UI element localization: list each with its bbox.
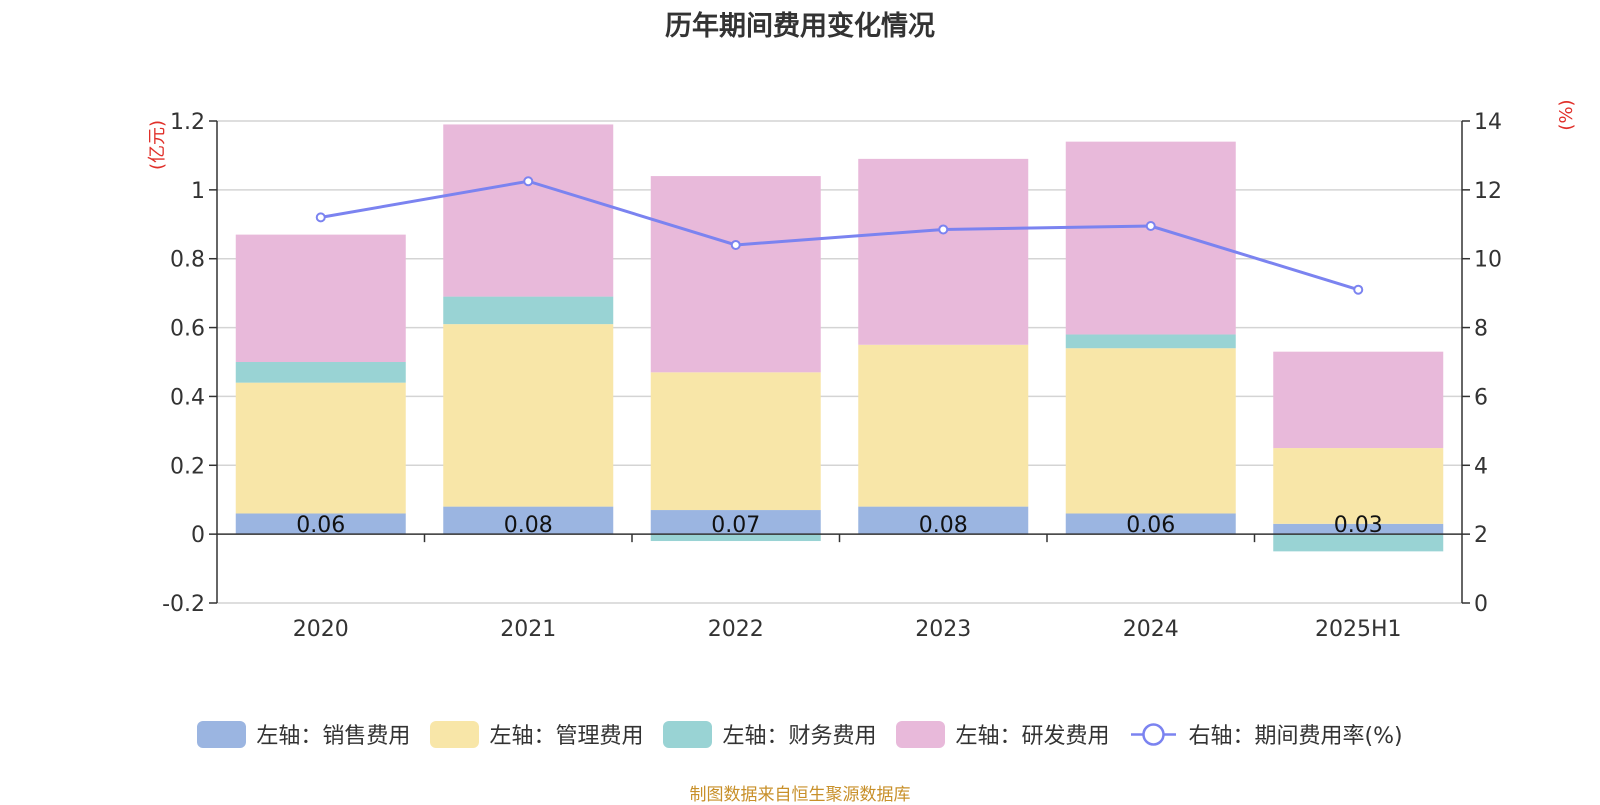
bar-2-2023 (858, 344, 1029, 507)
data-label: 0.08 (919, 513, 968, 538)
bar-4-2024 (1065, 141, 1236, 335)
legend-item[interactable]: 左轴：财务费用 (663, 718, 876, 750)
right-axis-tick-label: 4 (1474, 454, 1488, 479)
legend-item[interactable]: 左轴：管理费用 (430, 718, 643, 750)
legend-line-marker-icon (1129, 721, 1178, 748)
left-axis-tick-label: 0.6 (170, 317, 205, 342)
bar-1-2024 (1065, 513, 1236, 535)
x-axis-tick-label: 2023 (915, 617, 971, 642)
bar-3-2025H1 (1273, 534, 1444, 552)
legend-label: 左轴：销售费用 (256, 724, 411, 749)
legend-label: 左轴：财务费用 (722, 724, 877, 749)
right-axis-tick-label: 14 (1474, 110, 1502, 135)
bar-2-2021 (443, 324, 614, 507)
left-axis-tick-label: 1.2 (170, 110, 205, 135)
bar-4-2020 (235, 234, 406, 362)
bar-3-2021 (443, 296, 614, 325)
bar-1-2020 (235, 513, 406, 535)
bar-4-2022 (650, 176, 821, 373)
bar-4-2025H1 (1273, 351, 1444, 449)
bar-2-2024 (1065, 348, 1236, 514)
left-axis-tick-label: 0.2 (170, 454, 205, 479)
bar-2-2020 (235, 382, 406, 514)
bar-4-2023 (858, 158, 1029, 345)
right-axis-label: (%) (1556, 99, 1577, 130)
right-axis-tick-label: 6 (1474, 385, 1488, 410)
rate-point (315, 212, 326, 223)
right-axis-tick-label: 2 (1474, 523, 1488, 548)
legend: 左轴：销售费用 左轴：管理费用 左轴：财务费用 左轴：研发费用 右轴：期间费用率(%) (0, 718, 1600, 750)
left-axis-tick-label: 1 (191, 179, 205, 204)
left-axis-tick-label: -0.2 (162, 592, 205, 617)
x-axis-tick-label: 2022 (708, 617, 764, 642)
right-axis-tick-label: 10 (1474, 248, 1502, 273)
bar-1-2023 (858, 506, 1029, 535)
bar-2-2022 (650, 372, 821, 511)
legend-item[interactable]: 右轴：期间费用率(%) (1129, 718, 1403, 750)
rate-line (320, 179, 1359, 292)
bar-4-2021 (443, 124, 614, 297)
left-axis-tick-label: 0.4 (170, 385, 205, 410)
legend-label: 左轴：研发费用 (955, 724, 1110, 749)
source-note: 制图数据来自恒生聚源数据库 (689, 785, 911, 805)
x-axis-tick-label: 2020 (293, 617, 349, 642)
data-label: 0.06 (296, 513, 345, 538)
legend-swatch (430, 720, 480, 748)
data-label: 0.06 (1126, 513, 1175, 538)
bar-3-2020 (235, 362, 406, 383)
right-axis-tick-label: 8 (1474, 317, 1488, 342)
bar-1-2021 (443, 506, 614, 535)
rate-point (1353, 284, 1364, 295)
bar-2-2025H1 (1273, 448, 1444, 524)
bar-1-2022 (650, 510, 821, 535)
data-label: 0.07 (711, 513, 760, 538)
data-label: 0.08 (504, 513, 553, 538)
left-axis-label: (亿元) (147, 120, 168, 170)
legend-label: 左轴：管理费用 (489, 724, 644, 749)
data-label: 0.03 (1334, 513, 1383, 538)
x-axis-tick-label: 2025H1 (1315, 617, 1402, 642)
rate-point (523, 176, 534, 187)
rate-point (938, 224, 949, 235)
legend-label: 右轴：期间费用率(%) (1188, 724, 1403, 749)
legend-swatch (663, 720, 713, 748)
left-axis-tick-label: 0.8 (170, 248, 205, 273)
rate-point (1145, 221, 1156, 232)
legend-swatch (197, 720, 247, 748)
rate-point (730, 239, 741, 250)
legend-item[interactable]: 左轴：研发费用 (896, 718, 1109, 750)
legend-item[interactable]: 左轴：销售费用 (197, 718, 410, 750)
chart-title: 历年期间费用变化情况 (665, 11, 935, 42)
bar-1-2025H1 (1273, 523, 1444, 535)
right-axis-tick-label: 0 (1474, 592, 1488, 617)
bar-3-2024 (1065, 334, 1236, 349)
legend-swatch (896, 720, 946, 748)
x-axis-tick-label: 2024 (1123, 617, 1179, 642)
right-axis-tick-label: 12 (1474, 179, 1502, 204)
bar-3-2022 (650, 534, 821, 542)
x-axis-tick-label: 2021 (500, 617, 556, 642)
left-axis-tick-label: 0 (191, 523, 205, 548)
